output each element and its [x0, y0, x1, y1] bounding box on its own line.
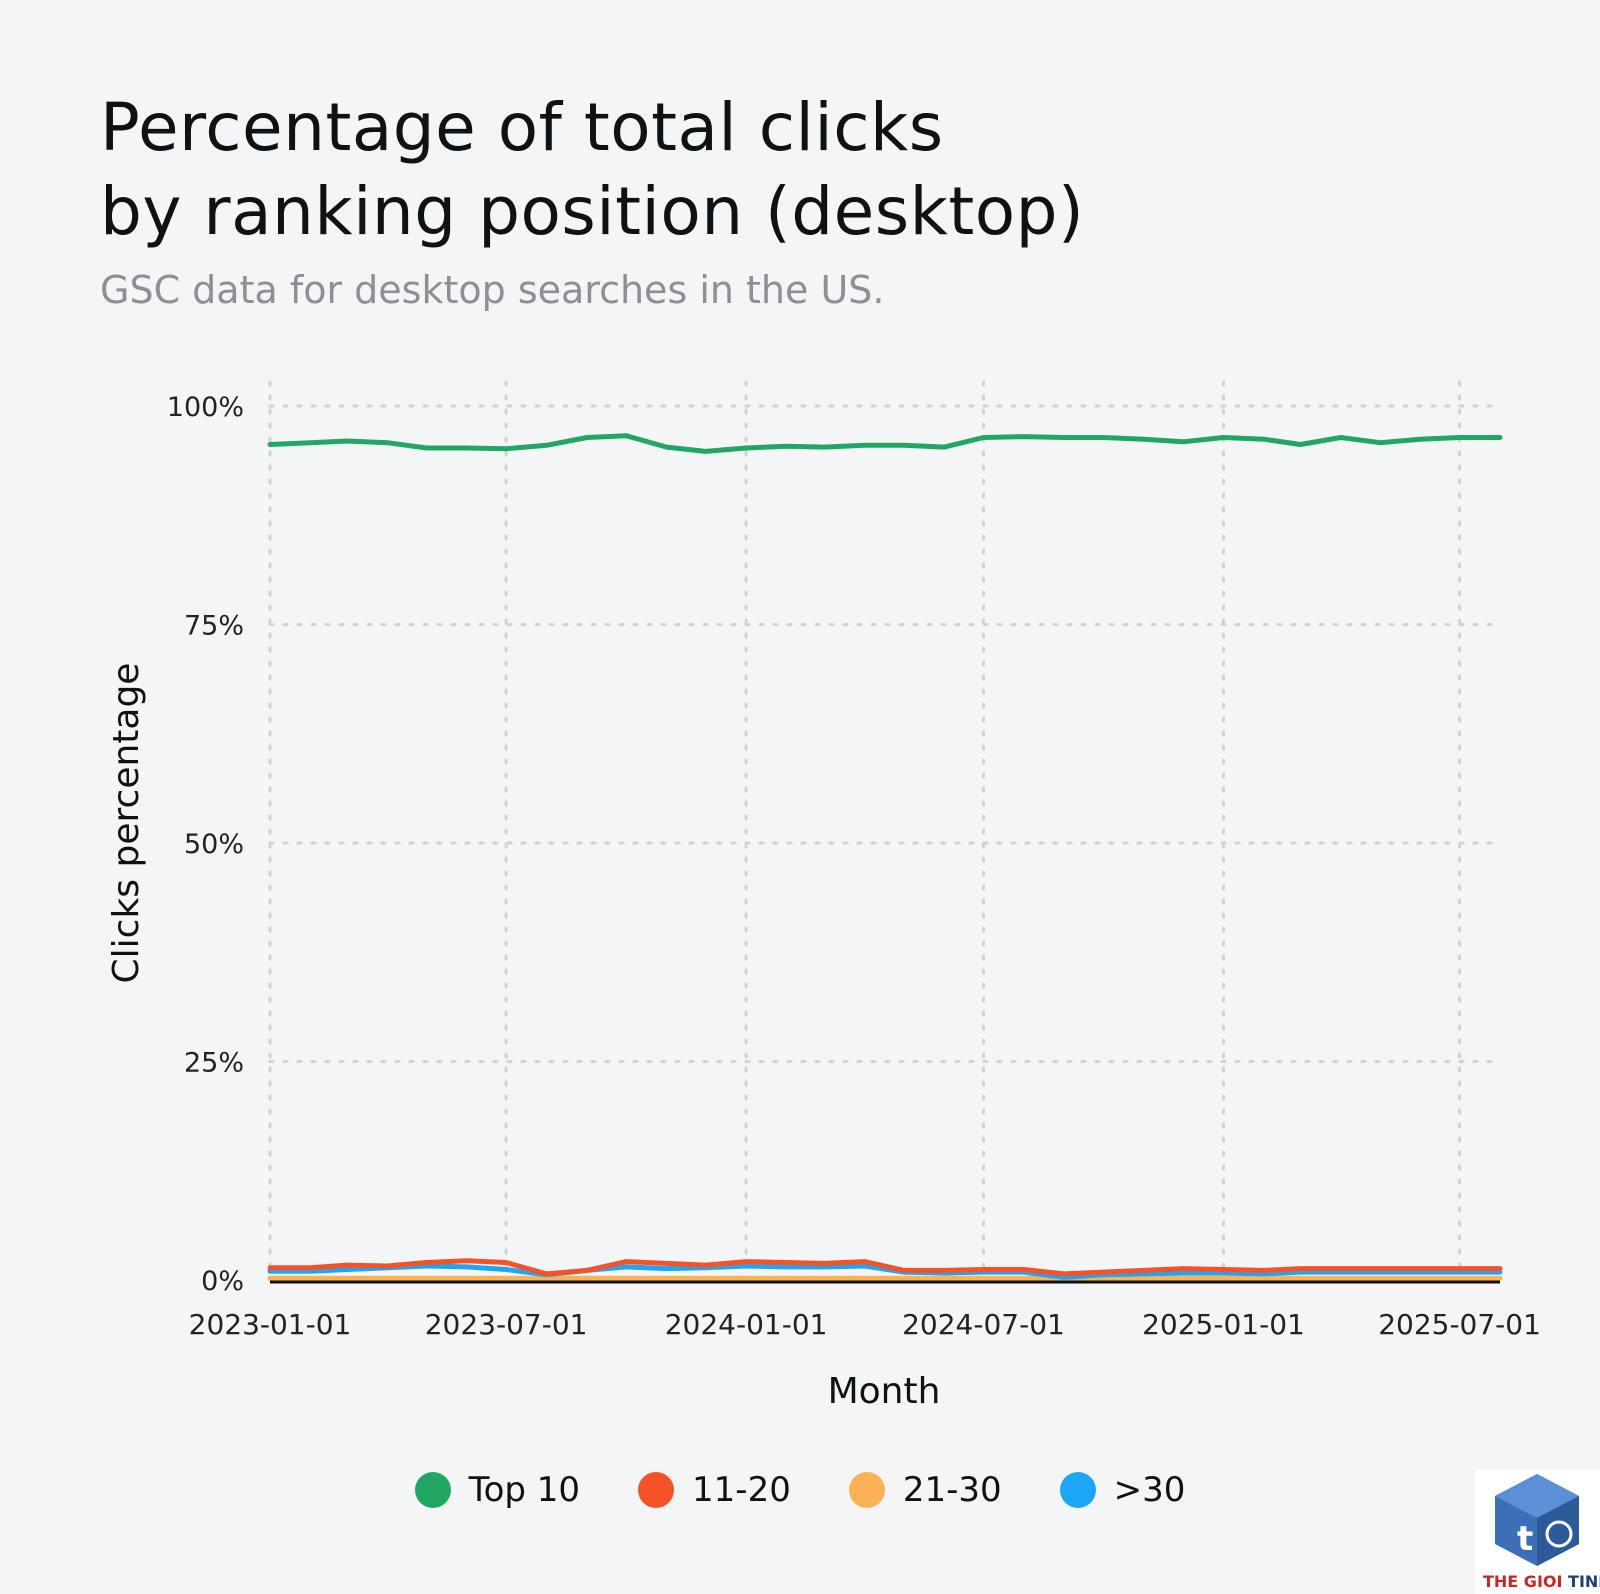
y-tick-label: 75%: [184, 611, 244, 642]
legend-swatch: [638, 1472, 675, 1508]
cube-logo-icon: t: [1495, 1474, 1579, 1566]
chart-subtitle: GSC data for desktop searches in the US.: [100, 268, 885, 312]
watermark-text: THE GIOI TINHOC: [1483, 1572, 1600, 1591]
legend-item: 21-30: [848, 1470, 1002, 1510]
y-axis-ticks: 0% 25% 50% 75% 100%: [167, 392, 244, 1297]
y-tick-label: 50%: [184, 829, 244, 860]
series-line-30: [267, 1263, 1503, 1280]
watermark-part-1: THE GIOI: [1483, 1572, 1563, 1591]
series-line-top-10: [267, 433, 1503, 454]
x-tick-label: 2024-01-01: [665, 1308, 828, 1341]
x-tick-label: 2025-01-01: [1142, 1308, 1305, 1341]
x-axis-ticks: 2023-01-01 2023-07-01 2024-01-01 2024-07-01…: [189, 1308, 1541, 1341]
series-lines: [267, 433, 1503, 1281]
chart-title-line-2: by ranking position (desktop): [100, 173, 1085, 250]
y-tick-label: 100%: [167, 392, 244, 423]
legend-label: >30: [1113, 1470, 1186, 1510]
watermark-logo: t THE GIOI TINHOC: [1475, 1470, 1600, 1594]
series-line-11-20: [267, 1258, 1503, 1277]
grid-lines: [268, 380, 1502, 1282]
legend-label: Top 10: [468, 1470, 581, 1510]
chart-title: Percentage of total clicks by ranking po…: [100, 86, 1300, 254]
legend-swatch: [1059, 1472, 1096, 1508]
x-tick-label: 2025-07-01: [1378, 1308, 1541, 1341]
x-axis-title: Month: [828, 1371, 941, 1412]
y-tick-label: 0%: [201, 1266, 244, 1297]
chart-title-line-1: Percentage of total clicks: [100, 89, 944, 166]
x-tick-label: 2023-01-01: [189, 1308, 352, 1341]
y-axis-title: Clicks percentage: [106, 663, 147, 984]
line-chart: 0% 25% 50% 75% 100% 2023-01-01 2023-07-01 2024…: [106, 380, 1541, 1412]
legend-item: Top 10: [414, 1470, 581, 1510]
legend-swatch: [848, 1472, 885, 1508]
y-tick-label: 25%: [184, 1048, 244, 1079]
legend-item: >30: [1059, 1470, 1186, 1510]
legend-label: 21-30: [902, 1470, 1002, 1510]
legend-item: 11-20: [638, 1470, 791, 1510]
x-tick-label: 2024-07-01: [902, 1308, 1065, 1341]
svg-text:t: t: [1517, 1519, 1533, 1559]
legend-swatch: [414, 1472, 451, 1508]
watermark-part-2: TINHOC: [1568, 1572, 1600, 1591]
chart-legend: Top 10 11-20 21-30 >30: [0, 1470, 1600, 1510]
legend-label: 11-20: [692, 1470, 791, 1510]
x-tick-label: 2023-07-01: [425, 1308, 588, 1341]
